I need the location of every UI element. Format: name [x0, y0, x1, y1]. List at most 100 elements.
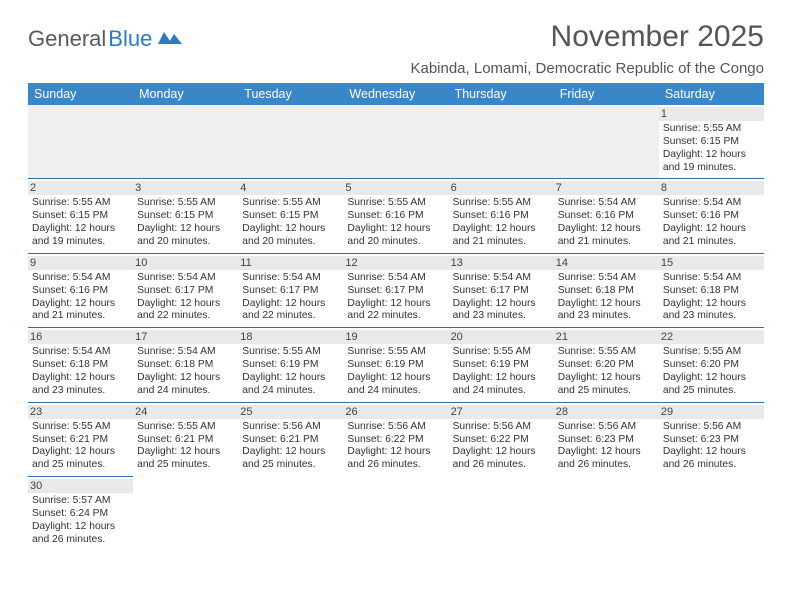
- weekday-header: Wednesday: [343, 83, 448, 105]
- day-info: Sunrise: 5:56 AMSunset: 6:22 PMDaylight:…: [347, 421, 444, 472]
- weekday-header-row: SundayMondayTuesdayWednesdayThursdayFrid…: [28, 83, 764, 105]
- day-info: Sunrise: 5:56 AMSunset: 6:23 PMDaylight:…: [558, 421, 655, 472]
- day-number: 8: [659, 181, 764, 195]
- calendar-cell: 14 Sunrise: 5:54 AMSunset: 6:18 PMDayligh…: [554, 253, 659, 327]
- calendar-cell: 7 Sunrise: 5:54 AMSunset: 6:16 PMDaylight…: [554, 178, 659, 252]
- weekday-header: Sunday: [28, 83, 133, 105]
- day-info: Sunrise: 5:54 AMSunset: 6:17 PMDaylight:…: [137, 272, 234, 323]
- day-number: 2: [28, 181, 133, 195]
- calendar-cell: 27 Sunrise: 5:56 AMSunset: 6:22 PMDayligh…: [449, 402, 554, 476]
- calendar-cell: 8 Sunrise: 5:54 AMSunset: 6:16 PMDaylight…: [659, 178, 764, 252]
- day-number: 6: [449, 181, 554, 195]
- day-number: 17: [133, 330, 238, 344]
- day-info: Sunrise: 5:55 AMSunset: 6:16 PMDaylight:…: [453, 197, 550, 248]
- day-number: 24: [133, 405, 238, 419]
- location: Kabinda, Lomami, Democratic Republic of …: [410, 60, 764, 77]
- calendar-row: 2 Sunrise: 5:55 AMSunset: 6:15 PMDaylight…: [28, 178, 764, 252]
- weekday-header: Saturday: [659, 83, 764, 105]
- day-info: Sunrise: 5:54 AMSunset: 6:18 PMDaylight:…: [137, 346, 234, 397]
- calendar-cell: [28, 105, 133, 178]
- day-number: 18: [238, 330, 343, 344]
- calendar-cell: 15 Sunrise: 5:54 AMSunset: 6:18 PMDayligh…: [659, 253, 764, 327]
- calendar-cell: 3Sunrise: 5:55 AMSunset: 6:15 PMDaylight…: [133, 178, 238, 252]
- calendar-cell: 5 Sunrise: 5:55 AMSunset: 6:16 PMDaylight…: [343, 178, 448, 252]
- day-number: 7: [554, 181, 659, 195]
- day-info: Sunrise: 5:54 AMSunset: 6:17 PMDaylight:…: [347, 272, 444, 323]
- calendar-cell: 20 Sunrise: 5:55 AMSunset: 6:19 PMDayligh…: [449, 327, 554, 401]
- calendar-cell: 28 Sunrise: 5:56 AMSunset: 6:23 PMDayligh…: [554, 402, 659, 476]
- day-info: Sunrise: 5:55 AMSunset: 6:15 PMDaylight:…: [242, 197, 339, 248]
- day-info: Sunrise: 5:56 AMSunset: 6:23 PMDaylight:…: [663, 421, 760, 472]
- calendar-row: 30 Sunrise: 5:57 AMSunset: 6:24 PMDayligh…: [28, 476, 764, 550]
- weekday-header: Tuesday: [238, 83, 343, 105]
- calendar-cell: 18 Sunrise: 5:55 AMSunset: 6:19 PMDayligh…: [238, 327, 343, 401]
- day-number: 16: [28, 330, 133, 344]
- day-number: 30: [28, 479, 133, 493]
- day-info: Sunrise: 5:56 AMSunset: 6:21 PMDaylight:…: [242, 421, 339, 472]
- brand-part2: Blue: [108, 26, 152, 52]
- calendar-row: 1Sunrise: 5:55 AMSunset: 6:15 PMDaylight…: [28, 105, 764, 178]
- day-number: 11: [238, 256, 343, 270]
- calendar-cell: [238, 476, 343, 550]
- weekday-header: Thursday: [449, 83, 554, 105]
- day-number: 3: [133, 181, 238, 195]
- calendar-cell: 11 Sunrise: 5:54 AMSunset: 6:17 PMDayligh…: [238, 253, 343, 327]
- weekday-header: Monday: [133, 83, 238, 105]
- calendar-cell: [554, 105, 659, 178]
- day-info: Sunrise: 5:54 AMSunset: 6:16 PMDaylight:…: [558, 197, 655, 248]
- day-number: 5: [343, 181, 448, 195]
- day-number: 27: [449, 405, 554, 419]
- calendar-cell: [133, 105, 238, 178]
- calendar-cell: 30 Sunrise: 5:57 AMSunset: 6:24 PMDayligh…: [28, 476, 133, 550]
- day-number: 25: [238, 405, 343, 419]
- day-info: Sunrise: 5:54 AMSunset: 6:18 PMDaylight:…: [32, 346, 129, 397]
- calendar-cell: [343, 476, 448, 550]
- day-number: 15: [659, 256, 764, 270]
- calendar-cell: 21Sunrise: 5:55 AMSunset: 6:20 PMDayligh…: [554, 327, 659, 401]
- day-info: Sunrise: 5:56 AMSunset: 6:22 PMDaylight:…: [453, 421, 550, 472]
- day-number: 20: [449, 330, 554, 344]
- day-number: 23: [28, 405, 133, 419]
- calendar-row: 23 Sunrise: 5:55 AMSunset: 6:21 PMDayligh…: [28, 402, 764, 476]
- calendar-cell: 23 Sunrise: 5:55 AMSunset: 6:21 PMDayligh…: [28, 402, 133, 476]
- calendar-cell: [343, 105, 448, 178]
- day-info: Sunrise: 5:54 AMSunset: 6:18 PMDaylight:…: [558, 272, 655, 323]
- calendar-cell: 1Sunrise: 5:55 AMSunset: 6:15 PMDaylight…: [659, 105, 764, 178]
- weekday-header: Friday: [554, 83, 659, 105]
- calendar-row: 9Sunrise: 5:54 AMSunset: 6:16 PMDaylight…: [28, 253, 764, 327]
- day-info: Sunrise: 5:55 AMSunset: 6:20 PMDaylight:…: [558, 346, 655, 397]
- day-number: 12: [343, 256, 448, 270]
- calendar-cell: 2 Sunrise: 5:55 AMSunset: 6:15 PMDaylight…: [28, 178, 133, 252]
- day-info: Sunrise: 5:55 AMSunset: 6:19 PMDaylight:…: [347, 346, 444, 397]
- calendar-cell: [449, 105, 554, 178]
- day-info: Sunrise: 5:54 AMSunset: 6:17 PMDaylight:…: [453, 272, 550, 323]
- day-info: Sunrise: 5:55 AMSunset: 6:16 PMDaylight:…: [347, 197, 444, 248]
- calendar-table: SundayMondayTuesdayWednesdayThursdayFrid…: [28, 83, 764, 551]
- day-number: 26: [343, 405, 448, 419]
- calendar-cell: 12 Sunrise: 5:54 AMSunset: 6:17 PMDayligh…: [343, 253, 448, 327]
- calendar-cell: 29Sunrise: 5:56 AMSunset: 6:23 PMDayligh…: [659, 402, 764, 476]
- header: GeneralBlue November 2025 Kabinda, Lomam…: [28, 20, 764, 77]
- brand-logo: GeneralBlue: [28, 26, 184, 52]
- day-number: 9: [28, 256, 133, 270]
- day-number: 1: [659, 107, 764, 121]
- day-info: Sunrise: 5:55 AMSunset: 6:19 PMDaylight:…: [242, 346, 339, 397]
- day-info: Sunrise: 5:55 AMSunset: 6:21 PMDaylight:…: [32, 421, 129, 472]
- day-info: Sunrise: 5:54 AMSunset: 6:17 PMDaylight:…: [242, 272, 339, 323]
- title-block: November 2025 Kabinda, Lomami, Democrati…: [410, 20, 764, 77]
- day-number: 14: [554, 256, 659, 270]
- day-info: Sunrise: 5:55 AMSunset: 6:19 PMDaylight:…: [453, 346, 550, 397]
- day-number: 4: [238, 181, 343, 195]
- calendar-cell: [554, 476, 659, 550]
- calendar-row: 16 Sunrise: 5:54 AMSunset: 6:18 PMDayligh…: [28, 327, 764, 401]
- day-info: Sunrise: 5:54 AMSunset: 6:16 PMDaylight:…: [663, 197, 760, 248]
- day-number: 10: [133, 256, 238, 270]
- day-info: Sunrise: 5:55 AMSunset: 6:15 PMDaylight:…: [32, 197, 129, 248]
- day-number: 28: [554, 405, 659, 419]
- day-info: Sunrise: 5:57 AMSunset: 6:24 PMDaylight:…: [32, 495, 129, 546]
- calendar-cell: 4 Sunrise: 5:55 AMSunset: 6:15 PMDaylight…: [238, 178, 343, 252]
- calendar-cell: [659, 476, 764, 550]
- calendar-cell: 22Sunrise: 5:55 AMSunset: 6:20 PMDayligh…: [659, 327, 764, 401]
- day-number: 13: [449, 256, 554, 270]
- day-info: Sunrise: 5:54 AMSunset: 6:18 PMDaylight:…: [663, 272, 760, 323]
